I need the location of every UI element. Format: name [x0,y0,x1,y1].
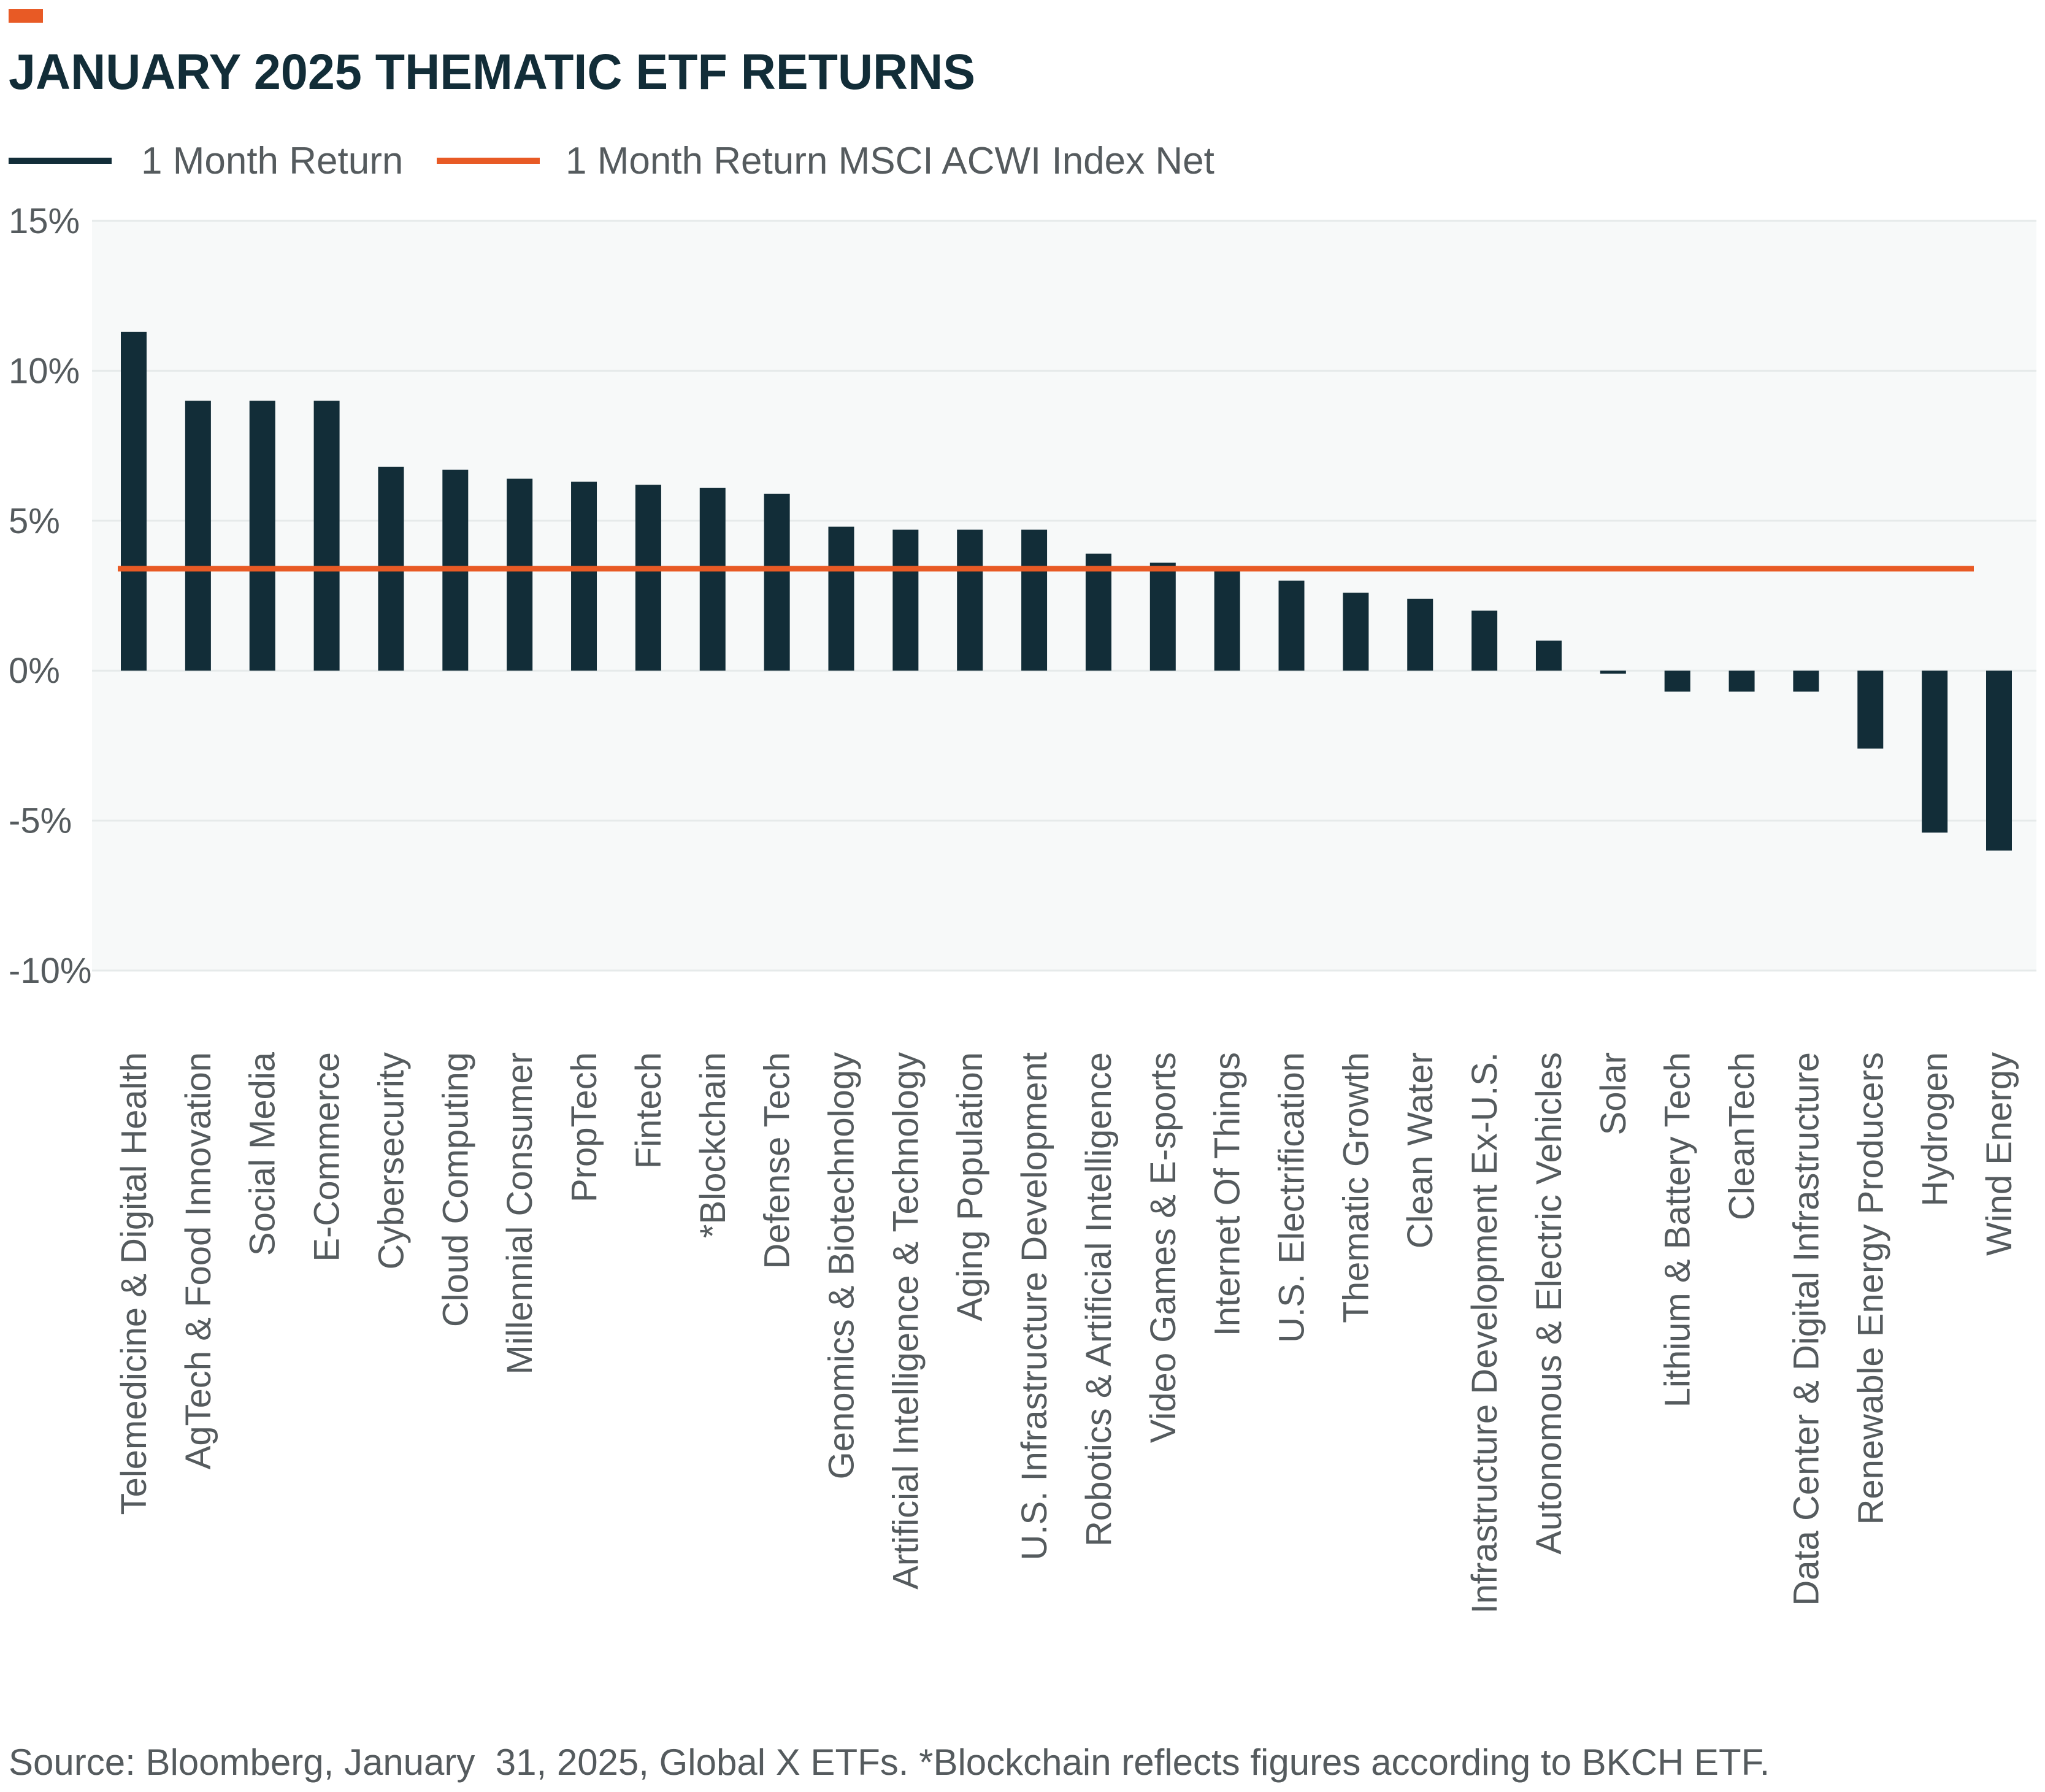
bar [1600,671,1626,674]
legend-label-benchmark: 1 Month Return MSCI ACWI Index Net [566,140,1214,182]
x-tick-label: Renewable Energy Producers [1851,1052,1890,1525]
x-tick-label: Telemedicine & Digital Health [114,1052,154,1515]
x-tick-label: Social Media [243,1052,283,1256]
y-tick-label: 5% [9,501,60,541]
gridlines [92,220,2036,972]
x-tick-label: CleanTech [1722,1052,1762,1220]
x-tick-label: Solar [1594,1052,1633,1135]
chart-title: JANUARY 2025 THEMATIC ETF RETURNS [9,44,975,100]
bar [1214,569,1240,671]
bars [121,331,2012,851]
x-tick-label: Cloud Computing [435,1052,475,1327]
x-tick-label: Thematic Growth [1336,1052,1376,1323]
bar [185,401,211,671]
x-tick-label: Autonomous & Electric Vehicles [1529,1052,1569,1555]
bar [699,488,726,671]
x-tick-label: Hydrogen [1915,1052,1955,1206]
bar [1085,553,1111,671]
y-tick-label: 10% [9,351,80,391]
x-tick-label: U.S. Electrification [1272,1052,1312,1343]
accent-mark [9,9,43,23]
bar [249,401,275,671]
x-tick-label: Lithium & Battery Tech [1658,1052,1698,1407]
x-tick-label: AgTech & Food Innovation [178,1052,218,1469]
x-tick-label: Fintech [629,1052,669,1169]
x-tick-label: Millennial Consumer [500,1052,540,1374]
bar [1535,640,1562,671]
x-tick-label: PropTech [564,1052,604,1202]
bar [1857,671,1884,749]
bar [1149,563,1176,671]
x-tick-label: Cybersecurity [371,1052,411,1270]
bar [1021,529,1048,671]
footnote: Source: Bloomberg, January 31, 2025, Glo… [9,1742,1770,1783]
bar [313,401,340,671]
y-tick-label: 15% [9,201,80,241]
bar [892,529,919,671]
bar [1793,671,1819,692]
x-tick-label: Robotics & Artificial Intelligence [1079,1052,1119,1547]
y-tick-label: -5% [9,801,72,841]
bar [635,485,661,671]
bar [507,479,533,671]
bar [1664,671,1690,692]
bar [1278,580,1305,671]
x-tick-label: Clean Water [1400,1052,1440,1248]
bar [1407,598,1433,671]
y-axis: 15% 10% 5% 0% -5% -10% [9,201,91,991]
x-tick-label: Infrastructure Development Ex-U.S. [1465,1052,1505,1613]
plot-area [92,221,2036,971]
bar [1986,671,2012,851]
x-tick-label: Aging Population [950,1052,990,1321]
x-tick-label: E-Commerce [307,1052,347,1262]
x-tick-label: Data Center & Digital Infrastructure [1786,1052,1826,1606]
bar [828,526,854,671]
x-tick-label: Artificial Intelligence & Technology [886,1052,926,1590]
bar [957,529,983,671]
bar [121,331,147,671]
x-tick-label: Wind Energy [1979,1052,2019,1256]
y-tick-label: 0% [9,651,60,691]
legend-label-return: 1 Month Return [141,140,403,182]
x-tick-label: Video Games & E-sports [1143,1052,1183,1443]
x-tick-label: U.S. Infrastructure Development [1015,1052,1054,1560]
bar [1922,671,1948,833]
x-tick-label: *Blockchain [693,1052,733,1238]
bar [571,482,597,671]
bar [1471,610,1498,671]
x-tick-label: Genomics & Biotechnology [821,1052,861,1479]
legend: 1 Month Return 1 Month Return MSCI ACWI … [9,140,1214,182]
bar [1728,671,1755,692]
x-tick-label: Internet Of Things [1208,1052,1248,1336]
x-tick-label: Defense Tech [758,1052,797,1269]
y-tick-label: -10% [9,951,91,991]
x-axis: Telemedicine & Digital Health AgTech & Fo… [114,1052,2019,1613]
bar [764,493,790,671]
bar [1343,593,1369,671]
